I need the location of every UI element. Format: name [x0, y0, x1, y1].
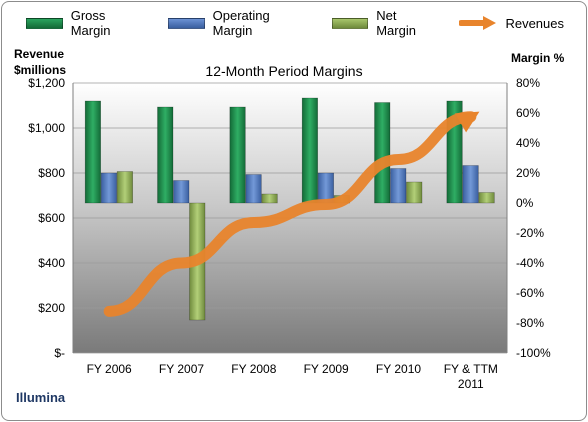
- category-label: FY 2009: [304, 362, 349, 376]
- operating-margin-bar: [100, 172, 117, 204]
- gross-margin-bar: [84, 100, 101, 204]
- chart-title: 12-Month Period Margins: [205, 63, 362, 79]
- left-tick-label: $-: [54, 346, 65, 360]
- right-axis-title: Margin %: [511, 51, 565, 65]
- revenue-arrow-head: [454, 111, 480, 133]
- legend-label-revenues: Revenues: [505, 15, 564, 31]
- chart-legend: Gross Margin Operating Margin Net Margin…: [26, 8, 586, 38]
- gross-margin-bar: [301, 97, 318, 204]
- legend-item-gross-margin: Gross Margin: [26, 8, 146, 38]
- right-tick-label: -80%: [516, 316, 544, 330]
- right-tick-label: -60%: [516, 286, 544, 300]
- legend-swatch-operating-margin: [167, 17, 205, 29]
- operating-margin-bar: [317, 172, 334, 204]
- right-tick-label: -40%: [516, 256, 544, 270]
- left-tick-label: $200: [38, 301, 65, 315]
- category-label: FY & TTM: [444, 362, 498, 376]
- left-axis-title: Revenue $millions: [14, 46, 66, 78]
- gross-margin-bar: [229, 106, 246, 204]
- operating-margin-bar: [462, 165, 479, 204]
- category-label: 2011: [458, 377, 484, 391]
- right-tick-label: -20%: [516, 226, 544, 240]
- net-margin-bar: [406, 181, 423, 204]
- operating-margin-bar: [173, 180, 190, 204]
- right-axis-ticks: -100% -80% -60% -40% -20% 0% 20% 40% 60% 80%: [516, 76, 551, 360]
- legend-label-operating-margin: Operating Margin: [212, 8, 270, 38]
- left-tick-label: $600: [38, 211, 65, 225]
- left-tick-label: $400: [38, 256, 65, 270]
- category-label: FY 2007: [159, 362, 204, 376]
- net-margin-bar: [261, 193, 278, 204]
- left-axis-title-line1: Revenue: [14, 47, 65, 61]
- right-tick-label: 80%: [516, 76, 540, 90]
- right-tick-label: 0%: [516, 196, 534, 210]
- right-tick-label: -100%: [516, 346, 551, 360]
- legend-swatch-gross-margin: [26, 17, 63, 29]
- legend-label-gross-margin: Gross Margin: [70, 8, 111, 38]
- left-tick-label: $1,200: [28, 76, 65, 90]
- legend-label-net-margin: Net Margin: [376, 8, 416, 38]
- operating-margin-bar: [245, 174, 262, 204]
- category-label: FY 2008: [231, 362, 276, 376]
- legend-swatch-net-margin: [331, 17, 369, 29]
- left-axis-title-line2: $millions: [14, 63, 67, 77]
- legend-item-revenues: Revenues: [459, 16, 564, 31]
- category-label: FY 2010: [376, 362, 421, 376]
- category-axis-labels: FY 2006 FY 2007 FY 2008 FY 2009 FY 2010 FY & …: [87, 362, 498, 391]
- revenue-series-line: [103, 111, 477, 317]
- legend-arrow-revenues-icon: [459, 16, 497, 30]
- legend-item-net-margin: Net Margin: [331, 8, 438, 38]
- net-margin-bar: [116, 171, 133, 204]
- left-axis-ticks: $- $200 $400 $600 $800 $1,000 $1,200: [28, 76, 65, 360]
- right-tick-label: 40%: [516, 136, 540, 150]
- company-label: Illumina: [16, 390, 66, 405]
- operating-margin-bar: [390, 168, 407, 204]
- right-tick-label: 20%: [516, 166, 540, 180]
- left-tick-label: $1,000: [28, 121, 65, 135]
- revenue-line: [103, 111, 480, 317]
- net-margin-bar: [478, 192, 495, 204]
- right-tick-label: 60%: [516, 106, 540, 120]
- left-tick-label: $800: [38, 166, 65, 180]
- gross-margin-bar: [374, 102, 391, 204]
- bar-series: [84, 97, 495, 321]
- category-label: FY 2006: [87, 362, 132, 376]
- legend-item-operating-margin: Operating Margin: [167, 8, 310, 38]
- gross-margin-bar: [157, 106, 174, 204]
